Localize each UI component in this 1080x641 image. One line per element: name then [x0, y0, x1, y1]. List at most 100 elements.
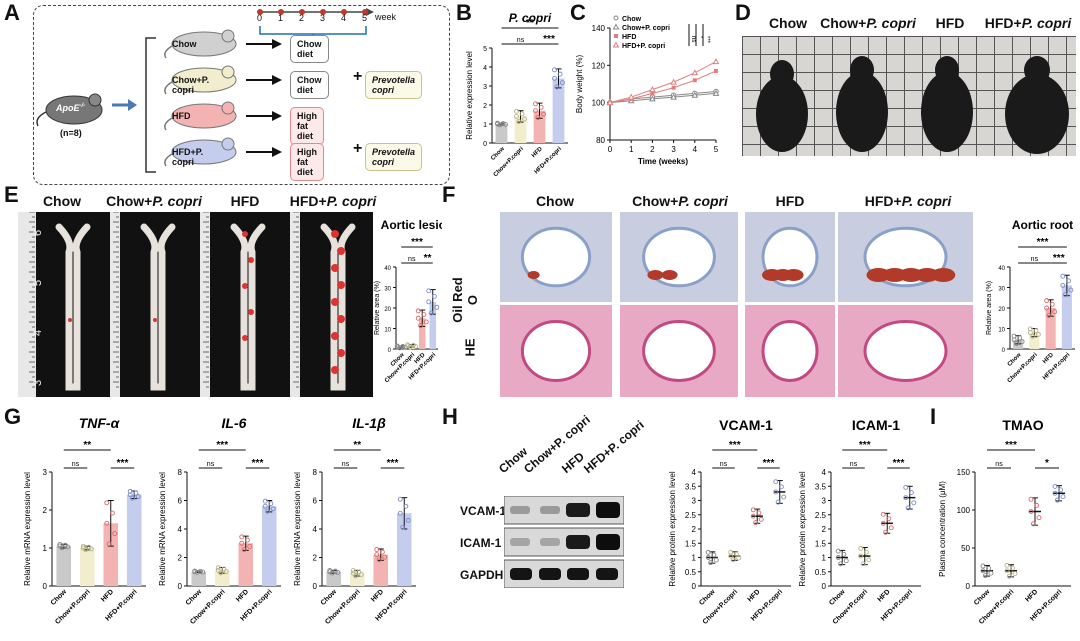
data-point: [402, 344, 408, 350]
vessel-lumen: [642, 226, 716, 288]
timeline-tick-5: 5: [362, 13, 368, 23]
y-tick-label: 1.5: [685, 539, 697, 548]
lesion: [242, 283, 248, 289]
bar: [1029, 332, 1040, 349]
chart-i-tmao: TMAO 0 50 100 150 Plasma concentration (μM) Ch…: [938, 417, 1071, 626]
data-point: [1060, 273, 1066, 279]
data-point: [426, 299, 432, 305]
y-tick-label: 40: [384, 266, 391, 272]
data-point: [268, 501, 274, 507]
ruler-number: 3: [32, 380, 44, 386]
data-point: [405, 342, 411, 348]
data-point: [397, 496, 403, 502]
data-point: [1044, 305, 1050, 311]
significance-label: ***: [411, 237, 423, 248]
x-tick-label: HFD: [1042, 352, 1055, 365]
data-point: [221, 566, 227, 572]
data-point: [1028, 496, 1034, 502]
legend-label: Chow+P. copri: [622, 25, 670, 32]
y-tick-label: 4: [313, 525, 318, 534]
data-point: [858, 545, 864, 551]
lesion: [248, 309, 254, 315]
y-tick-label: 1: [692, 554, 697, 563]
mouse-ear: [221, 101, 235, 115]
data-point: [903, 495, 909, 501]
data-point: [215, 567, 221, 573]
x-tick-label: 3: [671, 145, 676, 154]
data-point: [428, 310, 434, 316]
lesion: [153, 318, 157, 322]
data-point: [335, 569, 341, 575]
data-point: [750, 513, 756, 519]
data-point: [403, 503, 409, 509]
d-label-hfd-pcopri-b: P. copri: [1021, 15, 1072, 31]
f-label-hfd-pcopri: HFD+P. copri: [838, 193, 978, 209]
y-tick-label: 80: [596, 136, 605, 145]
lesion: [331, 332, 339, 340]
data-point: [980, 568, 986, 574]
y-tick-label: 0: [1002, 348, 1006, 354]
data-point: [270, 506, 276, 512]
data-point: [218, 570, 224, 576]
data-point: [533, 101, 538, 107]
timeline-tick-4: 4: [341, 13, 347, 23]
data-point: [127, 488, 133, 494]
data-point: [1030, 521, 1036, 527]
lesion: [331, 230, 339, 238]
data-point: [552, 75, 557, 81]
lesion: [248, 257, 254, 263]
diet-box: Chow diet: [290, 35, 329, 63]
data-point: [835, 548, 841, 554]
data-point: [374, 547, 380, 552]
y-tick-label: 0: [483, 141, 487, 148]
timeline-unit: week: [375, 12, 397, 22]
y-tick-label: 30: [998, 287, 1005, 293]
data-point: [200, 569, 206, 575]
data-point: [835, 555, 841, 560]
data-point: [708, 560, 714, 566]
significance-label: ***: [1005, 440, 1017, 451]
y-tick-label: 40: [998, 266, 1005, 272]
series-point: [691, 91, 699, 98]
x-tick-label: HFD: [747, 588, 762, 603]
e-label-hfd-pcopri-a: HFD+: [289, 193, 327, 209]
mouse-icon: [164, 137, 237, 167]
data-point: [758, 516, 764, 522]
d-label-chow-pcopri: Chow+P. copri: [818, 15, 918, 31]
timeline: [257, 8, 374, 42]
mouse-body: [171, 139, 237, 165]
data-point: [986, 565, 992, 571]
series-line: [609, 70, 717, 104]
data-point: [382, 554, 388, 560]
lesion: [331, 366, 339, 374]
data-point: [711, 552, 717, 558]
data-point: [415, 308, 421, 314]
histology-drawing: [863, 226, 956, 288]
aorta: [320, 223, 356, 391]
timeline-tick-0: 0: [257, 13, 263, 23]
data-point: [538, 104, 544, 110]
mouse-strain: ApoE-/-: [56, 103, 85, 113]
y-axis-label: Relative area (%): [374, 281, 381, 335]
y-axis-label: Body weight (%): [575, 55, 584, 114]
panel-label-h: H: [442, 404, 458, 429]
x-tick-label: HFD: [100, 588, 115, 603]
data-point: [247, 544, 253, 549]
data-point: [135, 494, 141, 499]
data-point: [541, 111, 546, 117]
significance-label: ns: [342, 461, 350, 468]
chart-h-icam: ICAM-1 0 0.5 1 1.5 2 2.5 3 3.5 4 Relative protein …: [798, 417, 921, 626]
legend-marker: [613, 15, 619, 21]
group-name: Chow: [172, 39, 197, 49]
data-point: [109, 510, 115, 516]
significance-label: ***: [729, 440, 741, 451]
bar: [1061, 285, 1072, 349]
f-label-hfd-pcopri-a: HFD+: [864, 193, 902, 209]
histology-drawing: [520, 320, 592, 382]
y-tick-label: 1: [483, 122, 487, 129]
x-tick-label: Chow: [698, 588, 717, 607]
y-tick-label: 30: [384, 287, 391, 293]
y-axis-label: Plasma concentration (μM): [938, 481, 947, 577]
lesion: [337, 315, 345, 323]
data-point: [728, 549, 734, 555]
